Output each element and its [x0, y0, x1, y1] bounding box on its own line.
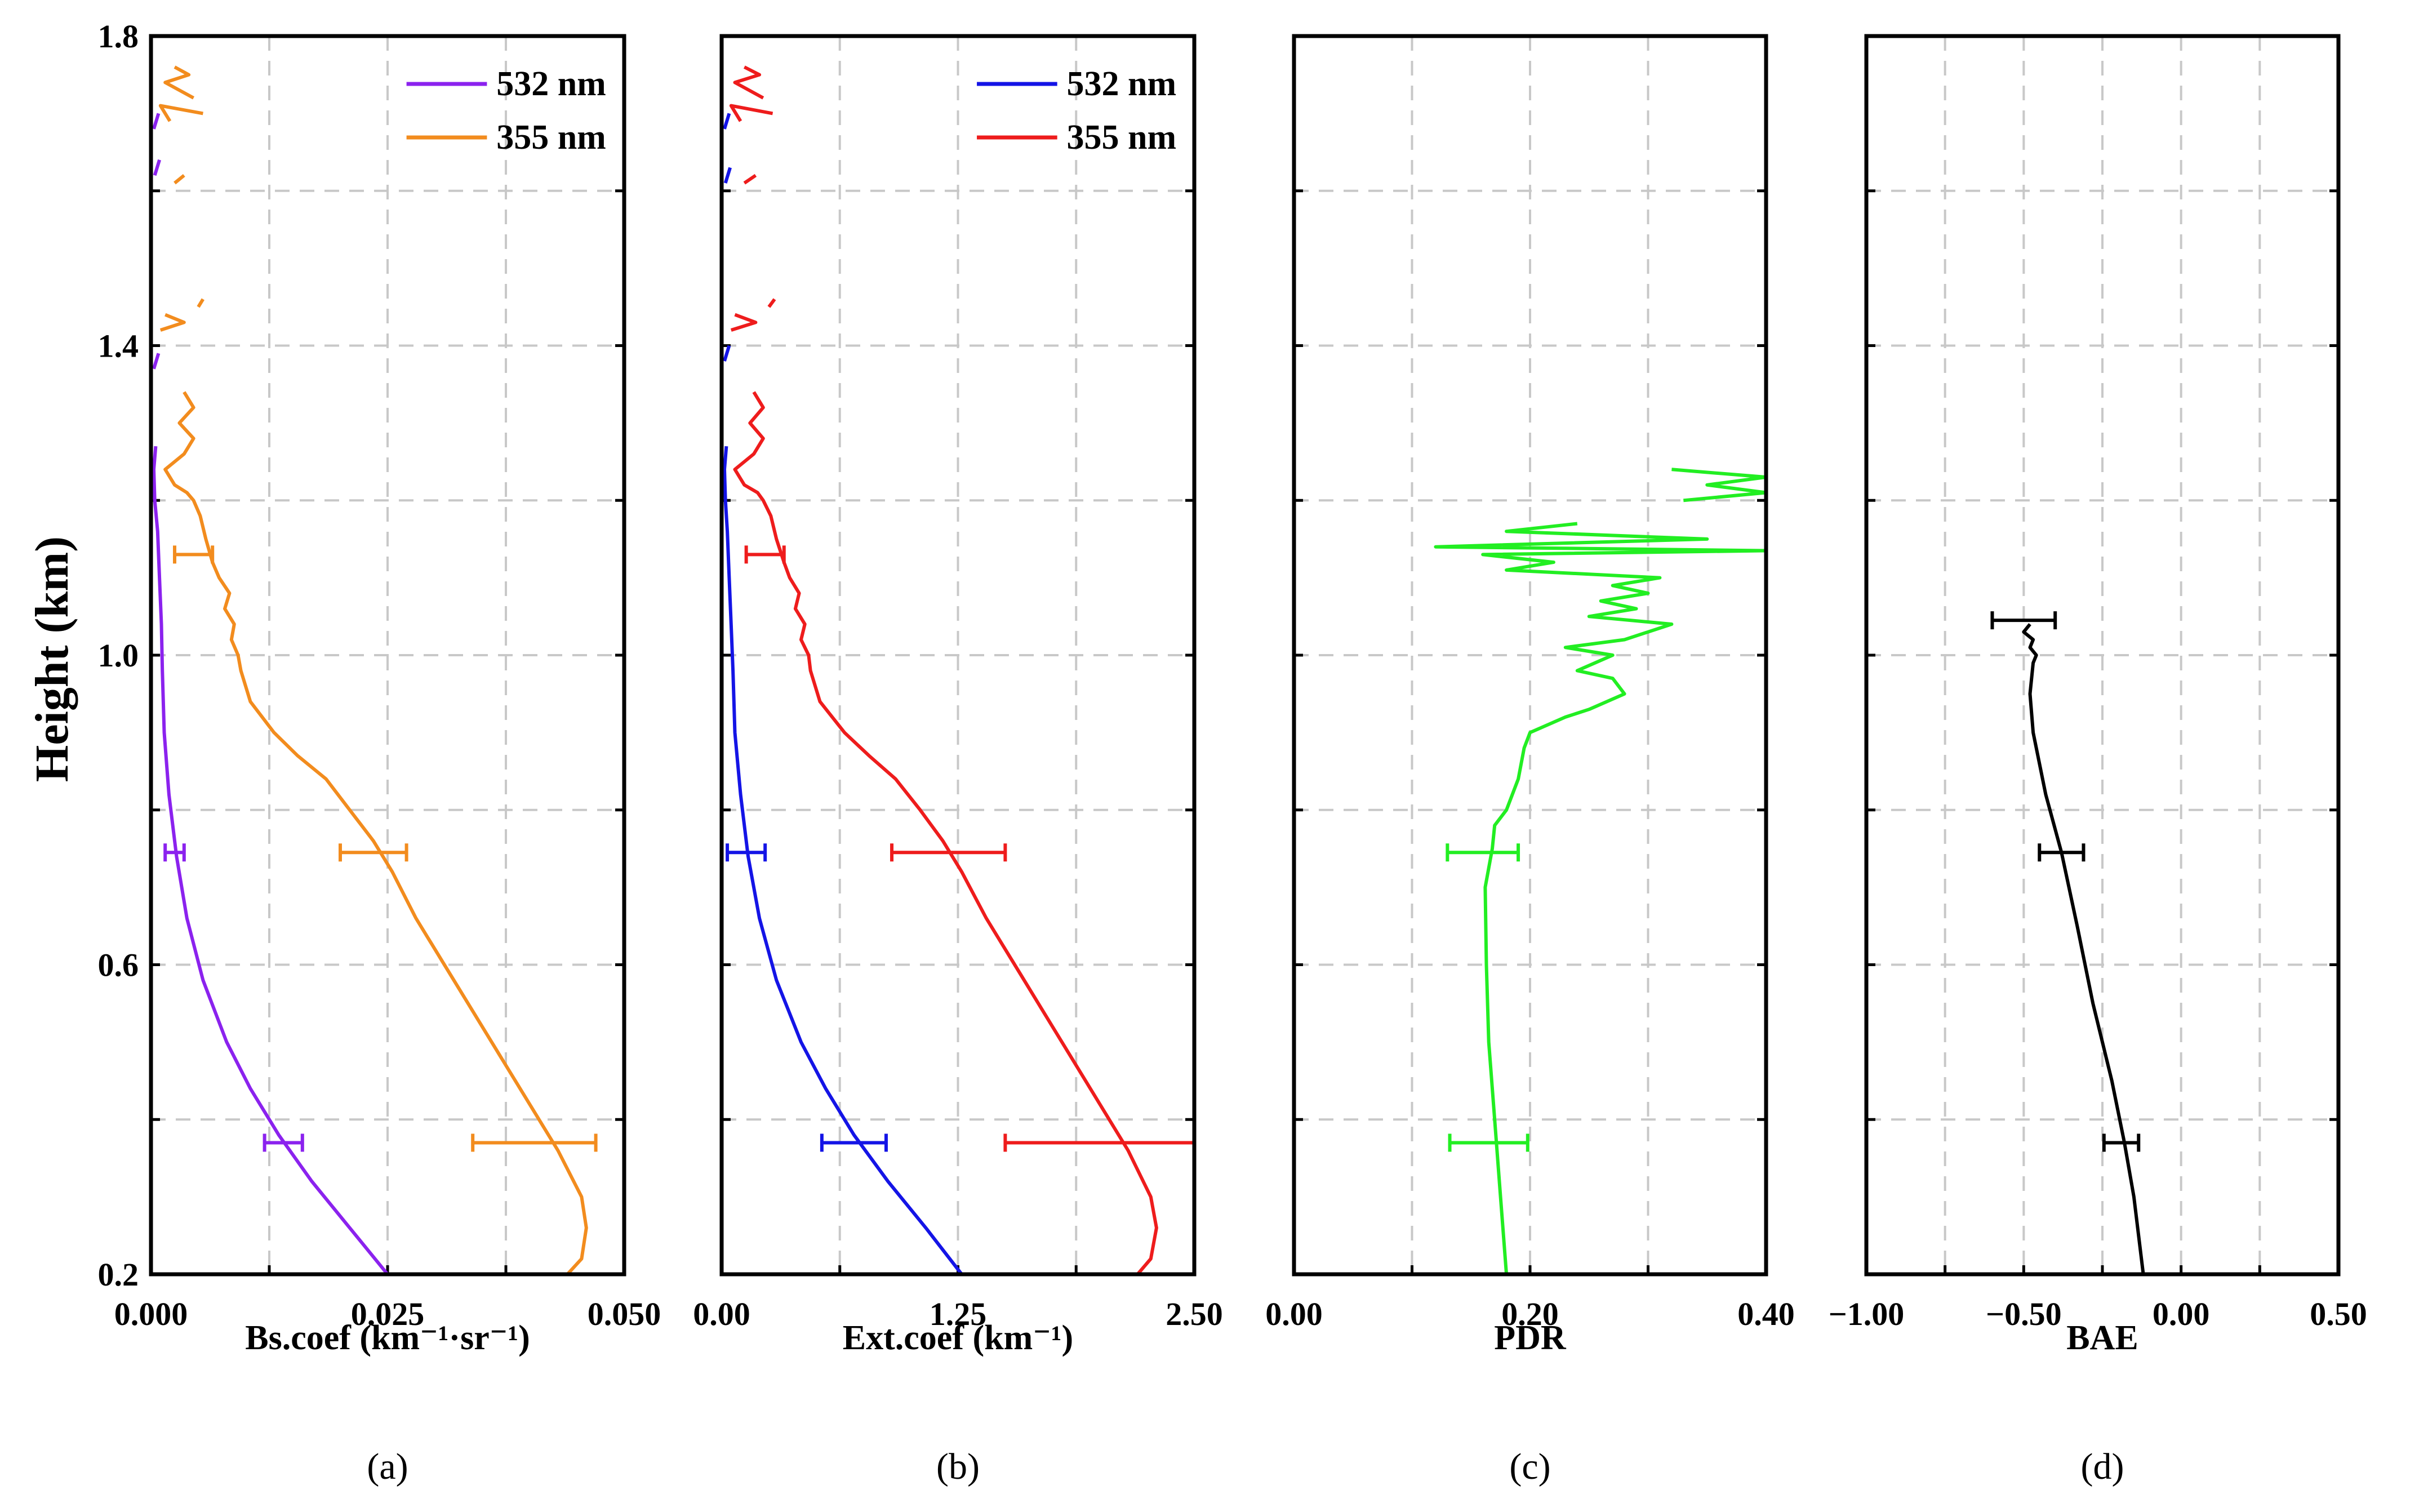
error-bar [890, 843, 1007, 862]
series-fragment [159, 313, 186, 332]
legend-label: 532 nm [496, 65, 606, 103]
chart-panel-2: 0.00 1.25 2.50 532 nm 355 nm Ext.coef (km⁻¹) (… [693, 34, 1223, 1487]
series-fragment [153, 159, 161, 176]
x-axis-label: Bs.coef (km⁻¹·sr⁻¹) [245, 1319, 530, 1357]
y-tick-label: 1.4 [98, 328, 139, 364]
panels: 0.000 0.025 0.050 0.2 0.6 1.0 1.4 1.8 532 nm 355 … [98, 18, 2367, 1487]
series-fragment [723, 167, 732, 184]
error-bar [339, 843, 408, 862]
series-2 [158, 65, 598, 1276]
series-line [2022, 623, 2145, 1275]
plot-frame [719, 34, 1197, 1277]
y-tick-label: 1.8 [98, 18, 139, 55]
series-fragment [197, 298, 204, 308]
x-tick-label: 0.00 [2153, 1296, 2210, 1332]
chart-panel-3: 0.00 0.20 0.40 PDR (c) [1265, 34, 1795, 1487]
x-tick-label: −1.00 [1829, 1296, 1905, 1332]
plot-frame [1864, 34, 2341, 1277]
series-fragment [743, 174, 757, 185]
x-axis-label: BAE [2066, 1319, 2138, 1357]
x-axis-label: PDR [1494, 1319, 1567, 1357]
error-bar [2038, 843, 2086, 862]
series-fragment [174, 174, 185, 185]
x-tick-label: 0.000 [114, 1296, 188, 1332]
series-fragment [723, 345, 731, 362]
x-tick-label: 0.40 [1737, 1296, 1795, 1332]
x-tick-label: 0.00 [693, 1296, 750, 1332]
x-tick-label: −0.50 [1986, 1296, 2062, 1332]
legend-label: 532 nm [1066, 65, 1176, 103]
error-bar [2102, 1133, 2141, 1152]
error-bar [163, 843, 186, 862]
chart-panel-4: −1.00 −0.50 0.00 0.50 BAE (d) [1829, 34, 2367, 1487]
error-bar [263, 1133, 304, 1152]
y-tick-label: 1.0 [98, 637, 139, 674]
error-bar [1990, 611, 2057, 630]
series-fragment [1671, 468, 1768, 502]
y-tick-label: 0.6 [98, 947, 139, 984]
error-bar [1448, 1133, 1529, 1152]
x-tick-label: 2.50 [1166, 1296, 1223, 1332]
x-tick-label: 1.25 [930, 1296, 987, 1332]
series-fragment [733, 65, 764, 100]
series-fragment [152, 113, 161, 130]
series-fragment [152, 353, 161, 370]
series-1 [1434, 468, 1768, 1275]
series-fragment [729, 104, 773, 122]
plot-frame [149, 34, 626, 1277]
series-line [163, 391, 588, 1276]
error-bar [471, 1133, 598, 1152]
panel-label: (b) [936, 1446, 980, 1487]
series-line [152, 446, 389, 1275]
y-tick-label: 0.2 [98, 1256, 139, 1293]
series-fragment [163, 65, 195, 100]
series-fragment [158, 104, 203, 122]
x-tick-label: 0.025 [351, 1296, 425, 1332]
series-fragment [723, 113, 731, 130]
legend-label: 355 nm [1066, 118, 1176, 157]
panel-label: (a) [367, 1446, 408, 1487]
error-bar [726, 843, 767, 862]
x-tick-label: 0.00 [1265, 1296, 1323, 1332]
chart-panel-1: 0.000 0.025 0.050 0.2 0.6 1.0 1.4 1.8 532 nm 355 … [98, 18, 661, 1487]
error-bar [1446, 843, 1520, 862]
series-line [1434, 522, 1768, 1275]
error-bar [173, 545, 215, 564]
error-bar [1003, 1133, 1196, 1152]
error-bar [820, 1133, 888, 1152]
x-tick-label: 0.050 [588, 1296, 661, 1332]
plot-frame [1292, 34, 1768, 1277]
series-line [733, 391, 1158, 1275]
series-1 [152, 113, 389, 1275]
series-fragment [767, 298, 776, 308]
x-tick-label: 0.20 [1501, 1296, 1559, 1332]
series-line [723, 446, 963, 1275]
legend-label: 355 nm [496, 118, 606, 157]
error-bar [744, 545, 786, 564]
y-axis-label: Height (km) [26, 536, 78, 782]
x-tick-label: 0.50 [2310, 1296, 2367, 1332]
panel-label: (c) [1509, 1446, 1550, 1487]
series-fragment [730, 313, 758, 332]
series-2 [729, 65, 1196, 1275]
series-1 [1990, 611, 2145, 1275]
series-1 [723, 113, 963, 1275]
x-axis-label: Ext.coef (km⁻¹) [843, 1319, 1073, 1357]
panel-label: (d) [2081, 1446, 2124, 1487]
